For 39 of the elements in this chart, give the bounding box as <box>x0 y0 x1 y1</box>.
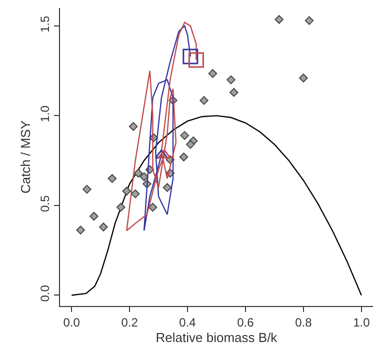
line-series <box>70 115 362 296</box>
y-tick-label: 1.0 <box>38 105 52 122</box>
point <box>76 226 85 234</box>
x-tick-label: 1.0 <box>353 315 370 330</box>
point <box>162 183 172 192</box>
point <box>182 48 198 64</box>
point <box>99 222 108 232</box>
y-tick-label: 0.5 <box>38 195 52 212</box>
point <box>299 74 308 82</box>
point <box>116 202 126 212</box>
point <box>226 75 236 84</box>
point <box>188 52 204 68</box>
x-tick-label: 0.6 <box>237 315 254 330</box>
y-tick-label: 0.0 <box>38 284 52 302</box>
x-axis-title: Relative biomass B/k <box>156 330 278 345</box>
point <box>122 186 132 196</box>
point <box>180 131 190 140</box>
point <box>108 174 117 183</box>
point <box>90 212 98 221</box>
point <box>82 184 92 194</box>
point <box>304 16 314 25</box>
point <box>128 122 138 131</box>
point <box>134 168 143 178</box>
x-tick-label: 0.4 <box>179 315 196 330</box>
point <box>208 69 218 78</box>
x-tick-label: 0.0 <box>63 315 80 330</box>
point <box>130 189 140 198</box>
point <box>140 172 148 182</box>
y-tick-label: 1.5 <box>38 15 52 32</box>
point <box>229 88 238 97</box>
y-axis-title: Catch / MSY <box>18 120 34 194</box>
point <box>158 149 171 158</box>
x-tick-label: 0.8 <box>295 315 312 330</box>
x-tick-label: 0.2 <box>121 315 138 330</box>
point <box>186 140 195 149</box>
point <box>200 96 208 105</box>
point <box>148 202 158 212</box>
point <box>179 152 188 162</box>
point <box>274 15 284 24</box>
